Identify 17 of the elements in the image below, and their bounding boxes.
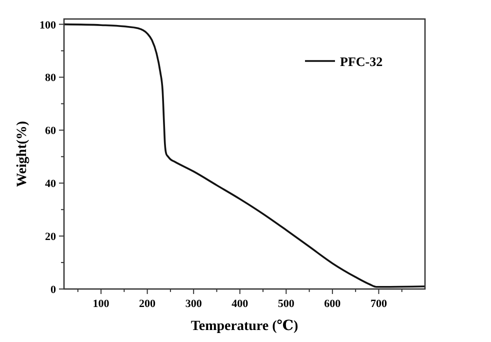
x-axis-title: Temperature (℃) <box>190 319 299 334</box>
y-tick-label: 60 <box>45 125 56 138</box>
x-tick-label: 100 <box>92 298 110 310</box>
y-tick-label: 0 <box>50 284 56 296</box>
line-series <box>63 23 426 288</box>
x-tick-label: 200 <box>139 298 156 310</box>
y-tick-label: 100 <box>40 19 56 32</box>
x-tick-label: 400 <box>232 298 249 310</box>
x-tick-label: 700 <box>370 298 388 310</box>
y-tick-label: 40 <box>45 178 56 190</box>
x-tick-label: 500 <box>278 298 295 310</box>
x-tick-label: 300 <box>185 298 202 310</box>
legend-label: PFC-32 <box>340 54 383 69</box>
y-tick-label: 80 <box>45 72 56 84</box>
y-tick-label: 20 <box>45 231 56 244</box>
y-axis-title: Weight(%) <box>15 120 30 188</box>
x-tick-label: 600 <box>324 298 342 310</box>
